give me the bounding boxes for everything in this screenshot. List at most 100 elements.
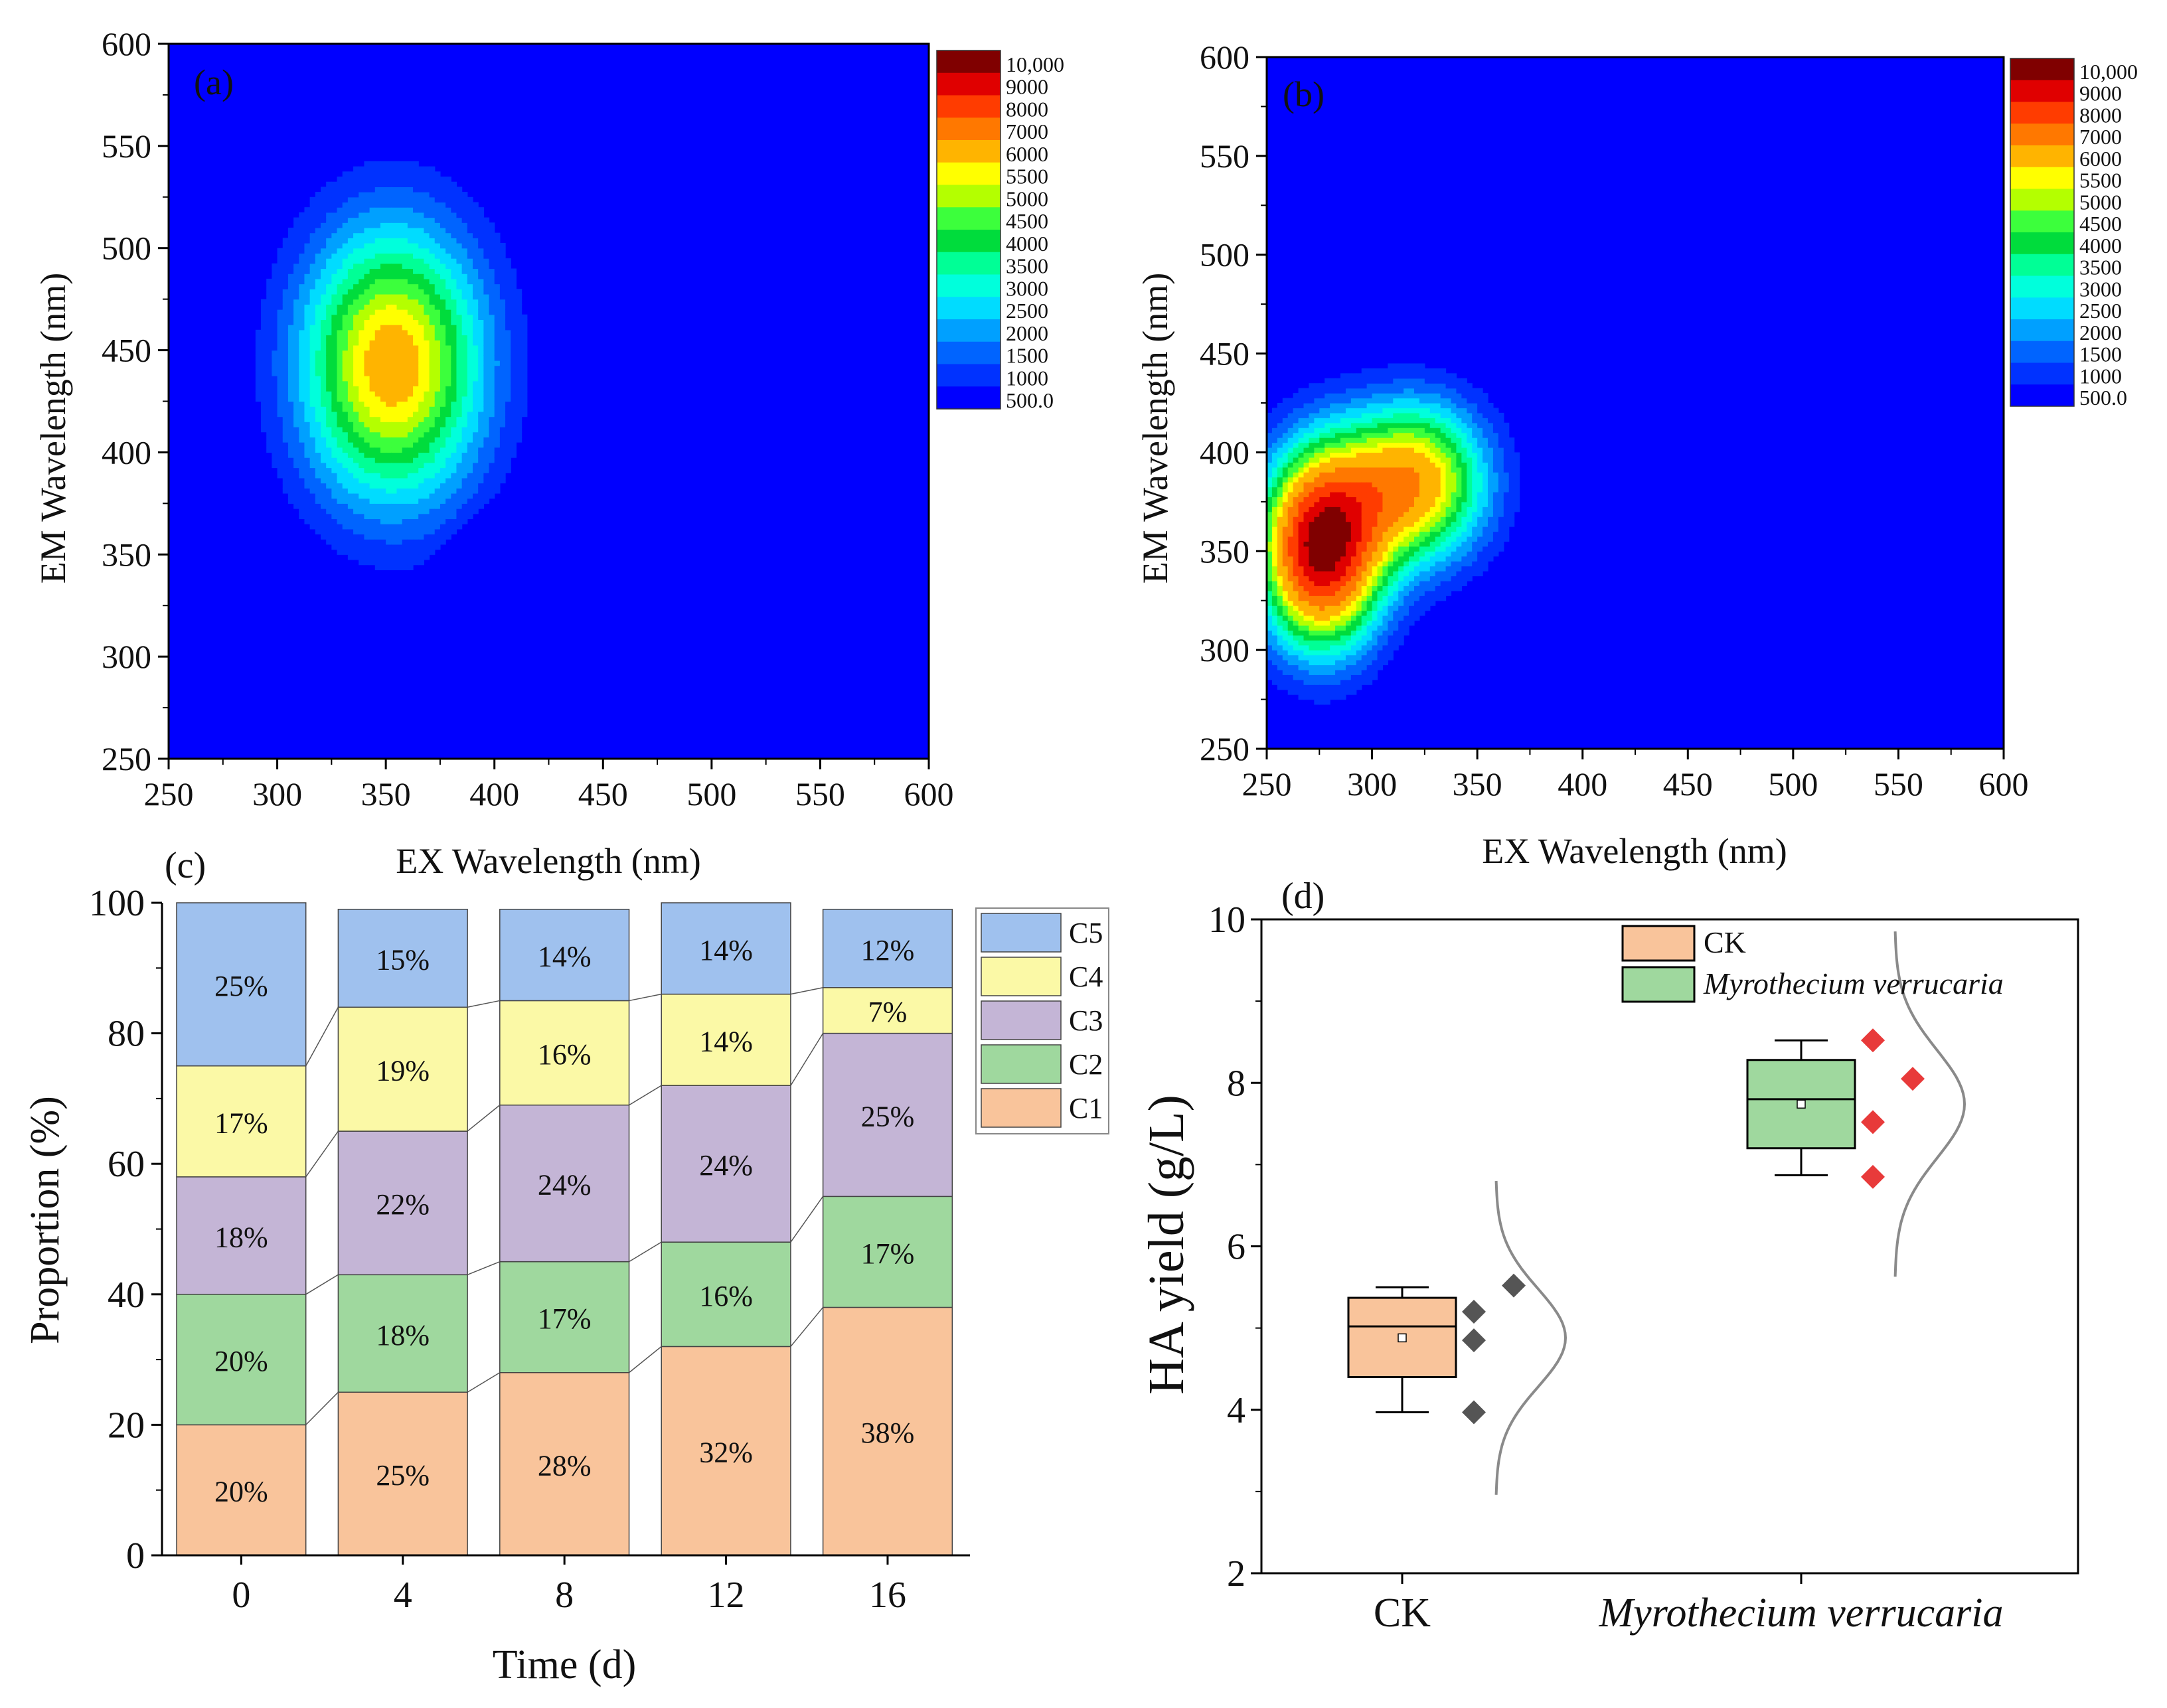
panel-b-intensity-cell: [1404, 472, 1409, 478]
panel-a-intensity-cell: [456, 207, 463, 213]
panel-b-intensity-cell: [1267, 447, 1273, 453]
panel-a-intensity-cell: [326, 406, 332, 412]
panel-b-intensity-cell: [1293, 393, 1299, 399]
panel-a-intensity-cell: [407, 350, 414, 356]
panel-a-intensity-cell: [326, 355, 332, 361]
panel-a-intensity-cell: [369, 431, 376, 437]
panel-a-intensity-cell: [347, 202, 354, 208]
panel-a-intensity-cell: [407, 539, 414, 545]
panel-a-intensity-cell: [467, 422, 473, 427]
panel-a-intensity-cell: [386, 345, 392, 351]
panel-a-intensity-cell: [478, 217, 484, 223]
panel-a-intensity-cell: [364, 442, 370, 448]
panel-a-intensity-cell: [429, 534, 436, 540]
panel-a-intensity-cell: [424, 528, 430, 535]
panel-a-intensity-cell: [424, 335, 430, 341]
panel-b-intensity-cell: [1340, 585, 1346, 591]
panel-b-intensity-cell: [1377, 536, 1384, 542]
panel-b-intensity-cell: [1319, 595, 1325, 601]
panel-a-intensity-cell: [287, 406, 294, 412]
panel-b-intensity-cell: [1361, 393, 1368, 399]
panel-a-intensity-cell: [255, 345, 262, 351]
panel-b-intensity-cell: [1356, 669, 1362, 675]
panel-a-intensity-cell: [266, 376, 272, 382]
panel-a-intensity-cell: [309, 391, 316, 397]
panel-a-intensity-cell: [429, 452, 436, 458]
panel-b-intensity-cell: [1409, 447, 1415, 453]
panel-b-intensity-cell: [1298, 556, 1305, 562]
panel-a-intensity-cell: [331, 442, 338, 448]
panel-a-intensity-cell: [353, 493, 359, 499]
panel-a-intensity-cell: [321, 314, 327, 321]
panel-a-intensity-cell: [407, 238, 414, 244]
panel-a-intensity-cell: [272, 431, 278, 437]
panel-b-intensity-cell: [1309, 521, 1315, 527]
panel-a-intensity-cell: [277, 426, 283, 433]
panel-b-intensity-cell: [1319, 437, 1325, 443]
panel-a-intensity-cell: [505, 380, 511, 387]
panel-a-intensity-cell: [309, 283, 316, 289]
panel-a-intensity-cell: [434, 437, 441, 443]
panel-b-intensity-cell: [1372, 526, 1378, 532]
panel-a-intensity-cell: [380, 263, 386, 270]
panel-a-intensity-cell: [467, 258, 473, 264]
panel-a-intensity-cell: [299, 396, 305, 402]
panel-b-intensity-cell: [1414, 432, 1420, 438]
panel-a-colorbar-swatch: [937, 162, 1001, 185]
panel-a-intensity-cell: [434, 319, 441, 325]
panel-a-intensity-cell: [277, 263, 283, 270]
panel-a-intensity-cell: [413, 462, 419, 469]
panel-b-intensity-cell: [1393, 482, 1399, 488]
panel-a-intensity-cell: [315, 293, 321, 300]
panel-a-intensity-cell: [402, 212, 408, 218]
panel-a-intensity-cell: [483, 493, 490, 499]
panel-b-intensity-cell: [1303, 418, 1310, 424]
panel-a-intensity-cell: [505, 350, 511, 356]
panel-a-intensity-cell: [505, 304, 511, 310]
panel-b-intensity-cell: [1382, 403, 1388, 409]
panel-a-intensity-cell: [299, 360, 305, 366]
panel-a-intensity-cell: [456, 380, 463, 387]
panel-a-intensity-cell: [287, 273, 294, 279]
panel-b-intensity-cell: [1388, 408, 1394, 414]
panel-a-intensity-cell: [473, 258, 479, 264]
panel-b-intensity-cell: [1271, 452, 1278, 458]
panel-a-intensity-cell: [315, 401, 321, 407]
panel-a-intensity-cell: [396, 396, 403, 402]
panel-b-intensity-cell: [1350, 516, 1357, 522]
panel-a-intensity-cell: [478, 222, 484, 228]
panel-b-intensity-cell: [1335, 605, 1341, 611]
panel-a-intensity-cell: [353, 473, 359, 479]
panel-a-intensity-cell: [369, 319, 376, 325]
panel-b-intensity-cell: [1345, 689, 1352, 695]
panel-a-intensity-cell: [418, 380, 424, 387]
panel-b-intensity-cell: [1393, 408, 1399, 414]
panel-b-intensity-cell: [1345, 655, 1352, 660]
panel-a-intensity-cell: [347, 212, 354, 218]
panel-b-intensity-cell: [1372, 625, 1378, 631]
panel-a-intensity-cell: [386, 299, 392, 305]
panel-a-intensity-cell: [434, 539, 441, 545]
panel-b-intensity-cell: [1361, 660, 1368, 666]
panel-a-intensity-cell: [277, 473, 283, 479]
panel-a-intensity-cell: [499, 314, 506, 321]
panel-a-intensity-cell: [418, 437, 424, 443]
panel-b-intensity-cell: [1330, 610, 1336, 616]
panel-b-intensity-cell: [1298, 452, 1305, 458]
panel-a-intensity-cell: [369, 426, 376, 433]
panel-b-intensity-cell: [1350, 610, 1357, 616]
panel-a-intensity-cell: [440, 518, 446, 524]
panel-a-intensity-cell: [326, 477, 332, 484]
panel-b-intensity-cell: [1393, 645, 1399, 651]
panel-a-intensity-cell: [342, 401, 349, 407]
panel-a-intensity-cell: [299, 457, 305, 463]
panel-b-intensity-cell: [1293, 655, 1299, 660]
panel-a-intensity-cell: [266, 370, 272, 376]
panel-a-intensity-cell: [282, 335, 289, 341]
panel-a-intensity-cell: [304, 345, 311, 351]
panel-b-intensity-cell: [1345, 457, 1352, 463]
panel-b-intensity-cell: [1398, 393, 1404, 399]
panel-b-intensity-cell: [1356, 556, 1362, 562]
panel-a-intensity-cell: [326, 376, 332, 382]
panel-a-intensity-cell: [315, 528, 321, 535]
